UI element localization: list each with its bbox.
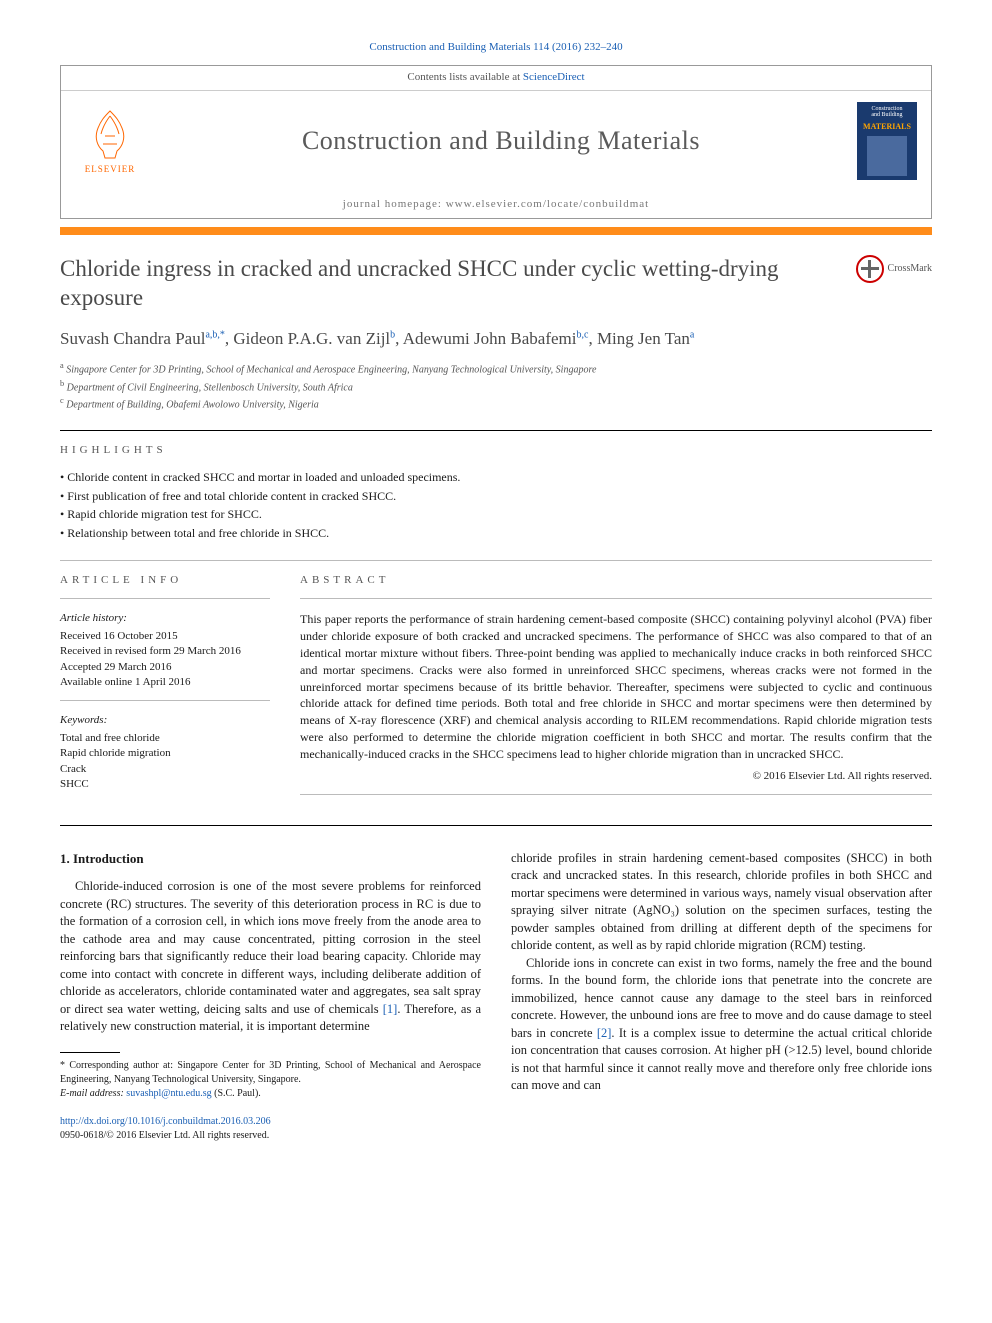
p-text: Chloride-induced corrosion is one of the… [60,879,481,1016]
history-label: Article history: [60,611,270,626]
author-3-sup: b,c [576,329,588,340]
doi-link[interactable]: http://dx.doi.org/10.1016/j.conbuildmat.… [60,1116,271,1127]
abstract-label: abstract [300,573,932,588]
contents-line: Contents lists available at ScienceDirec… [61,66,931,90]
highlights-label: highlights [60,443,932,458]
body-columns: 1. Introduction Chloride-induced corrosi… [60,850,932,1101]
corresponding-author: * Corresponding author at: Singapore Cen… [60,1059,481,1087]
affiliation-b: b Department of Civil Engineering, Stell… [60,378,932,395]
author-1: Suvash Chandra Paul [60,329,205,348]
right-column: chloride profiles in strain hardening ce… [511,850,932,1101]
left-column: 1. Introduction Chloride-induced corrosi… [60,850,481,1101]
footer: http://dx.doi.org/10.1016/j.conbuildmat.… [60,1115,932,1143]
email-line: E-mail address: suvashpl@ntu.edu.sg (S.C… [60,1087,481,1101]
crossmark-label: CrossMark [888,262,932,276]
aff-c-text: Department of Building, Obafemi Awolowo … [66,399,319,410]
paragraph: Chloride ions in concrete can exist in t… [511,955,932,1095]
abstract-text: This paper reports the performance of st… [300,611,932,762]
divider [60,598,270,599]
divider [300,794,932,795]
affiliation-c: c Department of Building, Obafemi Awolow… [60,395,932,412]
article-info: article info Article history: Received 1… [60,573,270,807]
received-date: Received 16 October 2015 [60,629,270,644]
keyword: Total and free chloride [60,731,270,746]
cover-line1: Construction [871,106,902,113]
highlight-item: Rapid chloride migration test for SHCC. [60,506,932,523]
keyword: SHCC [60,777,270,792]
aff-a-sup: a [60,361,64,370]
accepted-date: Accepted 29 March 2016 [60,660,270,675]
section-1-title: 1. Introduction [60,850,481,868]
sciencedirect-link[interactable]: ScienceDirect [523,71,585,83]
authors: Suvash Chandra Paula,b,*, Gideon P.A.G. … [60,327,932,351]
aff-c-sup: c [60,396,64,405]
crossmark-badge[interactable]: CrossMark [856,255,932,283]
keyword: Rapid chloride migration [60,746,270,761]
ref-1-link[interactable]: [1] [383,1002,398,1016]
copyright: © 2016 Elsevier Ltd. All rights reserved… [300,769,932,784]
divider [300,598,932,599]
cover-line2: and Building [871,112,902,119]
author-2: , Gideon P.A.G. van Zijl [225,329,390,348]
abstract-section: abstract This paper reports the performa… [300,573,932,807]
paragraph: Chloride-induced corrosion is one of the… [60,878,481,1036]
divider [60,560,932,561]
email-who: (S.C. Paul). [214,1088,261,1099]
ref-2-link[interactable]: [2] [597,1026,612,1040]
email-label: E-mail address: [60,1088,126,1099]
cover-thumbnail [867,136,907,176]
email-link[interactable]: suvashpl@ntu.edu.sg [126,1088,211,1099]
elsevier-logo: ELSEVIER [75,101,145,181]
author-3: , Adewumi John Babafemi [395,329,576,348]
journal-title: Construction and Building Materials [302,123,700,159]
aff-b-text: Department of Civil Engineering, Stellen… [67,382,353,393]
divider [60,700,270,701]
cover-materials: MATERIALS [863,121,911,132]
elsevier-label: ELSEVIER [85,163,136,176]
aff-a-text: Singapore Center for 3D Printing, School… [66,365,596,376]
keyword: Crack [60,762,270,777]
divider [60,825,932,826]
online-date: Available online 1 April 2016 [60,675,270,690]
homepage-label: journal homepage: [343,198,446,210]
journal-reference: Construction and Building Materials 114 … [60,40,932,55]
divider [60,430,932,431]
crossmark-icon [856,255,884,283]
author-4: , Ming Jen Tan [588,329,689,348]
highlight-item: First publication of free and total chlo… [60,488,932,505]
highlight-item: Chloride content in cracked SHCC and mor… [60,469,932,486]
footnotes: * Corresponding author at: Singapore Cen… [60,1059,481,1101]
article-info-label: article info [60,573,270,588]
orange-divider [60,227,932,235]
journal-header: Contents lists available at ScienceDirec… [60,65,932,219]
author-4-sup: a [690,329,694,340]
footnote-divider [60,1052,120,1053]
highlights-section: highlights Chloride content in cracked S… [60,443,932,542]
homepage-line: journal homepage: www.elsevier.com/locat… [61,191,931,218]
revised-date: Received in revised form 29 March 2016 [60,644,270,659]
keywords-label: Keywords: [60,713,270,728]
affiliations: a Singapore Center for 3D Printing, Scho… [60,360,932,412]
aff-b-sup: b [60,379,64,388]
contents-label: Contents lists available at [407,71,522,83]
highlight-item: Relationship between total and free chlo… [60,525,932,542]
homepage-url[interactable]: www.elsevier.com/locate/conbuildmat [446,198,650,210]
issn-copyright: 0950-0618/© 2016 Elsevier Ltd. All right… [60,1129,932,1143]
paragraph: chloride profiles in strain hardening ce… [511,850,932,955]
affiliation-a: a Singapore Center for 3D Printing, Scho… [60,360,932,377]
elsevier-tree-icon [85,106,135,161]
journal-cover: Construction and Building MATERIALS [857,102,917,180]
article-title: Chloride ingress in cracked and uncracke… [60,255,856,313]
author-1-sup: a,b,* [205,329,224,340]
